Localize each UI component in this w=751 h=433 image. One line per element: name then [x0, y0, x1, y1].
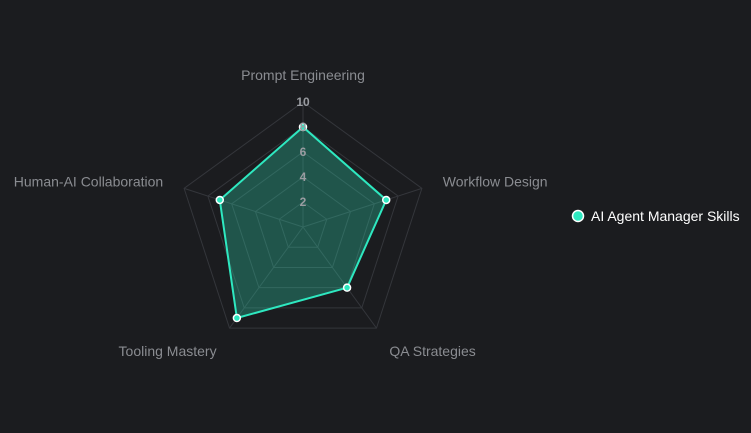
- grid-ring-8: [207, 126, 399, 309]
- grid-ring-6: [231, 151, 375, 289]
- axis-label-human-ai-collaboration: Human-AI Collaboration: [14, 174, 163, 190]
- axis-label-workflow-design: Workflow Design: [443, 174, 548, 190]
- radar-series: [215, 122, 391, 323]
- data-point-tooling-mastery[interactable]: [232, 313, 242, 323]
- radar-grid: [183, 101, 423, 329]
- data-point-human-ai-collaboration[interactable]: [215, 195, 225, 205]
- series-area-ai-agent-manager-skills: [218, 126, 388, 320]
- radial-ticks: 2 4 6 8 10: [296, 95, 310, 209]
- grid-ring-4: [254, 176, 352, 268]
- tick-label-10: 10: [296, 95, 310, 109]
- tick-label-8: 8: [300, 120, 307, 134]
- data-point-qa-strategies[interactable]: [342, 283, 352, 292]
- axis-label-prompt-engineering: Prompt Engineering: [241, 67, 365, 83]
- axis-label-qa-strategies: QA Strategies: [389, 343, 475, 359]
- tick-label-6: 6: [300, 145, 307, 159]
- data-point-workflow-design[interactable]: [381, 195, 391, 205]
- tick-label-4: 4: [300, 170, 307, 184]
- axis-labels: Prompt Engineering Workflow Design QA Stra…: [14, 67, 548, 359]
- legend[interactable]: AI Agent Manager Skills: [571, 208, 740, 224]
- legend-marker-ai-agent-manager-skills: [571, 209, 585, 223]
- spoke-human-ai-collaboration: [183, 187, 304, 228]
- grid-ring-2: [278, 201, 328, 248]
- tick-label-2: 2: [300, 195, 307, 209]
- spoke-qa-strategies: [302, 226, 377, 329]
- grid-ring-10: [183, 101, 423, 329]
- legend-label-ai-agent-manager-skills: AI Agent Manager Skills: [591, 208, 740, 224]
- spoke-workflow-design: [302, 187, 423, 228]
- spoke-tooling-mastery: [229, 226, 304, 329]
- data-point-prompt-engineering[interactable]: [298, 122, 308, 132]
- axis-label-tooling-mastery: Tooling Mastery: [119, 343, 217, 359]
